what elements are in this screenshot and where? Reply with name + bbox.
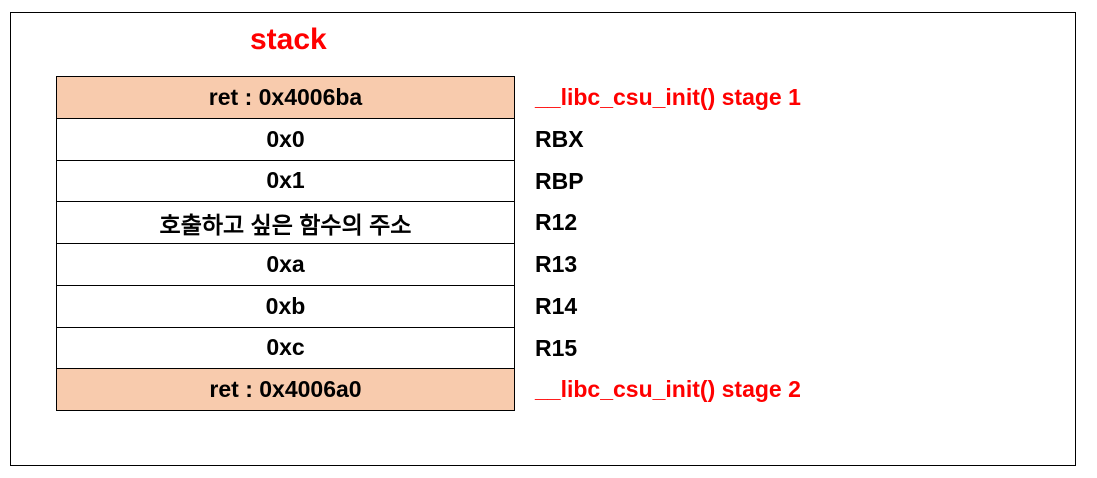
r15-label: R15: [535, 334, 578, 361]
rbp-label: RBP: [535, 167, 584, 194]
stack-row: ret : 0x4006ba: [56, 76, 515, 119]
stack-cell-r15-value: 0xc: [56, 326, 515, 370]
stack-cell-ret-stage-1: ret : 0x4006ba: [56, 76, 515, 119]
stack-row: 0x0: [56, 117, 515, 161]
stack-row: ret : 0x4006a0: [56, 368, 515, 411]
stage-1-label: __libc_csu_init() stage 1: [535, 84, 801, 110]
r12-label: R12: [535, 209, 578, 236]
stack-row: 호출하고 싶은 함수의 주소: [56, 201, 515, 244]
rbx-label: RBX: [535, 125, 584, 152]
stack-row: 0x1: [56, 159, 515, 203]
stack-cell-r13-value: 0xa: [56, 243, 515, 286]
stack-row: 0xb: [56, 284, 515, 328]
stack-table: ret : 0x4006ba 0x0 0x1 호출하고 싶은 함수의 주소 0x…: [56, 76, 515, 411]
r14-label: R14: [535, 292, 578, 319]
r13-label: R13: [535, 251, 578, 277]
stack-cell-r12-value: 호출하고 싶은 함수의 주소: [56, 201, 515, 244]
register-labels: __libc_csu_init() stage 1 RBX RBP R12 R1…: [535, 77, 801, 411]
stack-row: 0xc: [56, 326, 515, 370]
stack-title: stack: [250, 23, 327, 56]
stack-cell-rbp-value: 0x1: [56, 159, 515, 203]
stack-cell-rbx-value: 0x0: [56, 117, 515, 161]
stack-cell-ret-stage-2: ret : 0x4006a0: [56, 368, 515, 411]
stack-cell-r14-value: 0xb: [56, 284, 515, 328]
stack-row: 0xa: [56, 243, 515, 286]
stage-2-label: __libc_csu_init() stage 2: [535, 376, 801, 403]
